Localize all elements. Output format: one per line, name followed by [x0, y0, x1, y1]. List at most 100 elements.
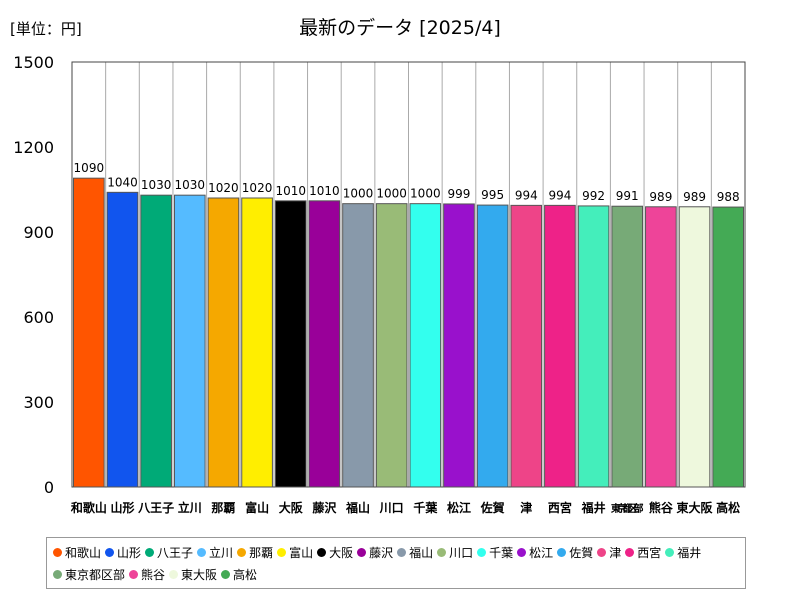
category-label: 佐賀 — [480, 500, 505, 515]
category-label: 福井 — [581, 500, 606, 515]
y-tick-label: 900 — [23, 223, 54, 242]
legend-label: 那覇 — [249, 545, 274, 560]
legend-item: 高松 — [221, 563, 257, 585]
legend-swatch — [477, 547, 487, 557]
legend-label: 熊谷 — [141, 567, 166, 582]
category-label: 山形 — [110, 500, 134, 515]
bar — [342, 203, 374, 488]
category-label: 熊谷 — [649, 500, 674, 515]
value-label: 1000 — [410, 187, 441, 201]
legend-item: 八王子 — [145, 541, 193, 563]
legend-item: 福井 — [665, 541, 701, 563]
category-label: 藤沢 — [311, 500, 337, 515]
legend-label: 東京都区部 — [65, 567, 126, 582]
legend-item: 那覇 — [237, 541, 273, 563]
legend-label: 富山 — [289, 545, 314, 560]
value-label: 991 — [616, 189, 639, 203]
category-label: 高松 — [716, 500, 740, 515]
legend-label: 立川 — [209, 545, 234, 560]
value-label: 999 — [448, 187, 471, 201]
bar — [476, 204, 509, 488]
legend-swatch — [437, 547, 447, 557]
bar — [241, 197, 273, 488]
legend-swatch — [129, 569, 139, 579]
legend-swatch — [517, 547, 527, 557]
bar — [443, 203, 475, 488]
legend-swatch — [53, 569, 62, 579]
legend-swatch — [105, 547, 115, 557]
legend-swatch — [557, 547, 567, 557]
category-label: 和歌山 — [70, 500, 107, 515]
y-tick-label: 1200 — [13, 138, 54, 157]
legend-swatch — [597, 547, 607, 557]
legend-item: 大阪 — [317, 541, 353, 563]
value-label: 988 — [717, 190, 740, 204]
legend-label: 千葉 — [489, 545, 514, 560]
value-label: 1030 — [175, 178, 206, 192]
value-label: 1010 — [275, 184, 306, 198]
legend-item: 熊谷 — [129, 563, 165, 585]
legend-item: 立川 — [197, 541, 233, 563]
legend-label: 山形 — [117, 545, 142, 560]
legend-label: 高松 — [233, 567, 258, 582]
value-label: 1040 — [107, 175, 138, 189]
legend-label: 藤沢 — [369, 545, 394, 560]
legend-swatch — [357, 547, 367, 557]
bar — [577, 205, 610, 488]
bar — [106, 191, 139, 488]
category-label: 那覇 — [211, 501, 235, 515]
bar — [678, 206, 711, 488]
legend-item: 和歌山 — [53, 541, 101, 563]
category-label: 千葉 — [413, 500, 438, 515]
legend-swatch — [277, 547, 287, 557]
legend-label: 西宮 — [637, 545, 662, 560]
value-label: 1030 — [141, 178, 172, 192]
value-label: 1090 — [74, 161, 105, 175]
category-label: 大阪 — [279, 500, 304, 515]
legend-item: 山形 — [105, 541, 141, 563]
legend-label: 東大阪 — [181, 567, 218, 582]
chart-title: 最新のデータ [2025/4] — [299, 17, 501, 39]
legend-item: 富山 — [277, 541, 313, 563]
value-label: 994 — [548, 188, 571, 202]
legend-item: 津 — [597, 541, 621, 563]
bar — [173, 194, 206, 488]
category-label: 東京都区部 — [611, 502, 644, 515]
plot-border — [71, 61, 746, 488]
legend-label: 八王子 — [157, 545, 194, 560]
legend-label: 大阪 — [329, 545, 354, 560]
category-label: 川口 — [379, 501, 404, 515]
legend-label: 福井 — [677, 545, 702, 560]
legend-swatch — [317, 547, 327, 557]
legend-label: 川口 — [449, 545, 474, 560]
legend-item: 東大阪 — [169, 563, 217, 585]
legend-label: 和歌山 — [65, 545, 102, 560]
legend-swatch — [625, 547, 635, 557]
value-label: 989 — [649, 190, 672, 204]
legend-item: 千葉 — [477, 541, 513, 563]
legend-item: 東京都区部 — [53, 563, 125, 585]
legend-item: 川口 — [437, 541, 473, 563]
bar — [611, 205, 644, 488]
legend-swatch — [237, 547, 247, 557]
legend-swatch — [169, 569, 179, 579]
value-label: 1010 — [309, 184, 340, 198]
value-label: 994 — [515, 188, 538, 202]
category-label: 富山 — [245, 500, 269, 515]
category-label: 津 — [520, 500, 532, 515]
legend-item: 藤沢 — [357, 541, 393, 563]
legend-item: 松江 — [517, 541, 553, 563]
bar — [544, 204, 576, 488]
bar — [274, 200, 307, 488]
value-label: 995 — [481, 188, 504, 202]
legend-item: 佐賀 — [557, 541, 593, 563]
category-label: 東大阪 — [677, 500, 714, 515]
legend-item: 福山 — [397, 541, 433, 563]
value-label: 1000 — [343, 187, 374, 201]
bar — [207, 197, 240, 488]
y-tick-label: 0 — [44, 478, 54, 497]
category-label: 西宮 — [548, 500, 572, 515]
legend-swatch — [397, 547, 407, 557]
